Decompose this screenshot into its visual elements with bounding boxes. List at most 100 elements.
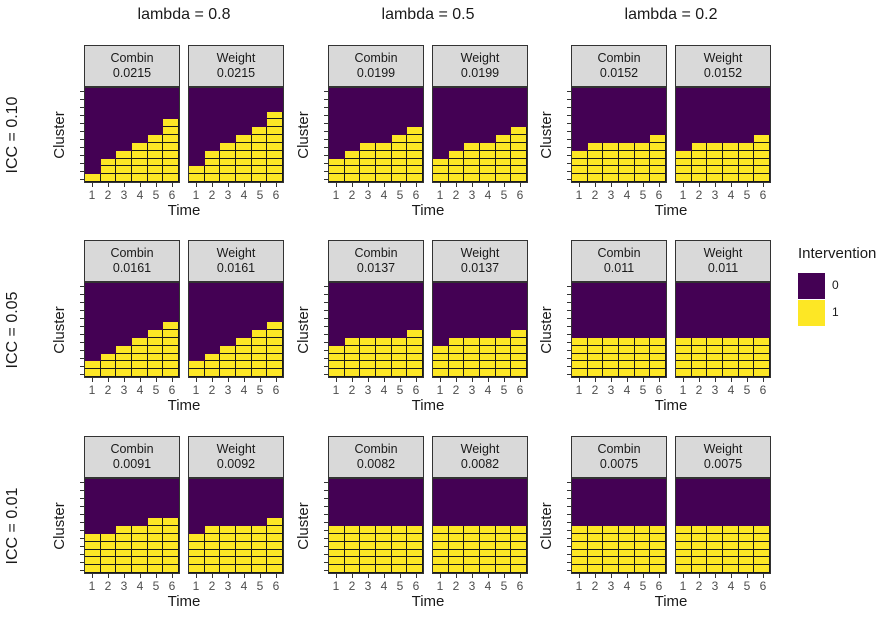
- heatmap-cell: [619, 298, 635, 307]
- heatmap-cell: [251, 486, 268, 495]
- heatmap-cell: [132, 361, 148, 370]
- y-tick-mark: [80, 334, 84, 335]
- x-tick-label: 3: [120, 383, 128, 397]
- heatmap-cell: [511, 158, 527, 167]
- heatmap-cell: [391, 166, 408, 175]
- heatmap-cell: [738, 510, 755, 519]
- heatmap-cell: [511, 526, 527, 534]
- heatmap-cell: [251, 361, 268, 370]
- heatmap-cell: [603, 337, 619, 346]
- heatmap-panel: [84, 282, 180, 378]
- heatmap-cell: [236, 166, 252, 175]
- x-tick-mark: [336, 183, 337, 187]
- x-tick-mark: [212, 574, 213, 578]
- heatmap-cell: [433, 166, 449, 175]
- y-tick-mark: [80, 310, 84, 311]
- heatmap-cell: [376, 166, 392, 175]
- heatmap-cell: [587, 95, 604, 104]
- y-tick-mark: [567, 91, 571, 92]
- heatmap-cell: [360, 533, 376, 542]
- x-tick-mark: [140, 378, 141, 382]
- y-tick-mark: [567, 482, 571, 483]
- heatmap-cell: [85, 111, 101, 120]
- heatmap-cell: [360, 290, 376, 299]
- heatmap-cell: [650, 158, 666, 167]
- heatmap-cell: [220, 502, 236, 511]
- x-tick-label: 6: [759, 383, 767, 397]
- heatmap-cell: [204, 111, 221, 120]
- x-tick-mark: [368, 378, 369, 382]
- x-tick-mark: [260, 183, 261, 187]
- heatmap-cell: [189, 150, 205, 159]
- heatmap-cell: [220, 330, 236, 338]
- heatmap-cell: [634, 479, 651, 487]
- heatmap-cell: [360, 174, 376, 182]
- heatmap-cell: [329, 330, 345, 338]
- heatmap-cell: [634, 337, 651, 346]
- heatmap-cell: [754, 345, 770, 354]
- heatmap-cell: [634, 111, 651, 120]
- y-tick-mark: [324, 163, 328, 164]
- heatmap-cell: [407, 166, 423, 175]
- y-tick-mark: [80, 107, 84, 108]
- x-tick-label: 4: [727, 188, 735, 202]
- heatmap-cell: [433, 518, 449, 526]
- heatmap-cell: [344, 486, 361, 495]
- x-tick-label: 5: [152, 188, 160, 202]
- heatmap-cell: [220, 158, 236, 167]
- heatmap-cell: [407, 337, 423, 346]
- heatmap-cell: [495, 290, 512, 299]
- heatmap-cell: [603, 88, 619, 96]
- heatmap-cell: [236, 142, 252, 151]
- heatmap-cell: [267, 314, 283, 323]
- heatmap-cell: [511, 95, 527, 104]
- x-tick-label: 1: [679, 383, 687, 397]
- heatmap-cell: [738, 142, 755, 151]
- x-tick-mark: [488, 378, 489, 382]
- heatmap-cell: [433, 557, 449, 566]
- heatmap-cell: [738, 174, 755, 182]
- heatmap-cell: [100, 314, 117, 323]
- heatmap-cell: [603, 322, 619, 330]
- heatmap-cell: [448, 88, 465, 96]
- heatmap-cell: [433, 510, 449, 519]
- heatmap-cell: [220, 494, 236, 503]
- heatmap-cell: [407, 549, 423, 558]
- heatmap-cell: [329, 345, 345, 354]
- heatmap-cell: [433, 119, 449, 128]
- heatmap-cell: [603, 95, 619, 104]
- x-tick-label: 5: [152, 579, 160, 593]
- heatmap-cell: [707, 541, 723, 550]
- heatmap-cell: [707, 314, 723, 323]
- heatmap-cell: [163, 486, 179, 495]
- heatmap-cell: [163, 510, 179, 519]
- x-tick-mark: [228, 574, 229, 578]
- heatmap-cell: [754, 174, 770, 182]
- heatmap-cell: [511, 298, 527, 307]
- facet-strip-design: Combin: [597, 51, 641, 65]
- heatmap-cell: [511, 127, 527, 135]
- heatmap-cell: [723, 533, 739, 542]
- heatmap-cell: [116, 337, 132, 346]
- x-tick-label: 5: [743, 188, 751, 202]
- heatmap-cell: [189, 283, 205, 291]
- heatmap-cell: [691, 119, 708, 128]
- heatmap-cell: [116, 174, 132, 182]
- facet-strip: Combin 0.011: [571, 240, 667, 282]
- x-tick-mark: [763, 183, 764, 187]
- x-tick-label: 5: [396, 383, 404, 397]
- heatmap-cell: [572, 111, 588, 120]
- heatmap-cell: [344, 290, 361, 299]
- heatmap-cell: [407, 479, 423, 487]
- x-tick-mark: [763, 378, 764, 382]
- heatmap-cell: [723, 526, 739, 534]
- heatmap-cell: [650, 345, 666, 354]
- heatmap-cell: [163, 518, 179, 526]
- heatmap-cell: [251, 533, 268, 542]
- x-tick-mark: [731, 378, 732, 382]
- heatmap-cell: [376, 494, 392, 503]
- heatmap-cell: [603, 174, 619, 182]
- heatmap-cell: [344, 174, 361, 182]
- heatmap-cell: [329, 486, 345, 495]
- x-tick-label: 4: [623, 383, 631, 397]
